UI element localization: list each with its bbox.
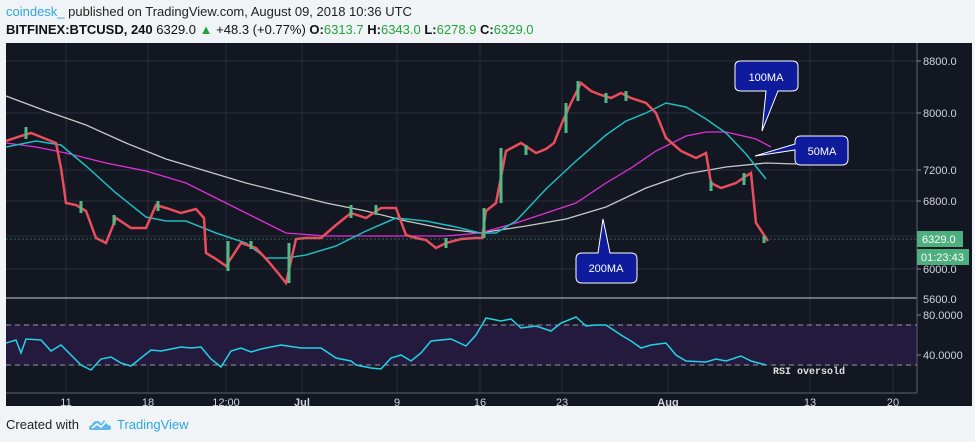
last-price-badge-label: 6329.0 xyxy=(922,234,956,246)
chart-area[interactable]: 100MA 50MA 200MA RSI oversold 8800.0 800… xyxy=(6,43,972,406)
publish-info: published on TradingView.com, August 09,… xyxy=(64,4,412,19)
tradingview-link[interactable]: TradingView xyxy=(116,417,189,432)
chart-svg: 100MA 50MA 200MA RSI oversold 8800.0 800… xyxy=(6,43,969,406)
open-label: O: xyxy=(309,22,324,37)
tradingview-logo-icon xyxy=(88,419,111,430)
time-axis[interactable]: 11 18 12:00 Jul 9 16 23 Aug 13 20 xyxy=(60,397,899,406)
rsi-axis[interactable]: 80.0000 40.0000 xyxy=(917,310,963,362)
time-tick: 23 xyxy=(556,397,568,406)
countdown-badge xyxy=(917,249,969,265)
rsi-band xyxy=(6,325,917,365)
author-link[interactable]: coindesk_ xyxy=(6,4,65,19)
time-tick: Aug xyxy=(657,397,678,406)
time-tick: 20 xyxy=(887,397,899,406)
symbol-line: BITFINEX:BTCUSD, 240 6329.0 ▲ +48.3 (+0.… xyxy=(6,22,534,37)
callout-50ma: 50MA xyxy=(754,135,849,166)
created-with-label: Created with xyxy=(6,417,79,432)
callout-200ma-label: 200MA xyxy=(589,263,625,275)
ma100-line xyxy=(6,131,772,237)
callout-100ma-label: 100MA xyxy=(749,72,785,84)
callout-200ma: 200MA xyxy=(575,218,638,284)
price-tick: 7200.0 xyxy=(923,165,957,177)
countdown-badge-label: 01:23:43 xyxy=(921,252,964,264)
rsi-tick: 40.0000 xyxy=(923,350,963,362)
rsi-tick: 80.0000 xyxy=(923,310,963,322)
change-value: +48.3 (+0.77%) xyxy=(216,22,306,37)
price-tick: 5600.0 xyxy=(923,294,957,306)
rsi-line xyxy=(6,316,767,371)
price-tick: 8800.0 xyxy=(923,56,957,68)
time-tick: 16 xyxy=(474,397,486,406)
time-tick: 12:00 xyxy=(212,397,240,406)
price-tick: 8000.0 xyxy=(923,108,957,120)
callout-50ma-label: 50MA xyxy=(808,146,837,158)
price-tick: 6000.0 xyxy=(923,264,957,276)
price-tick: 6800.0 xyxy=(923,196,957,208)
close-value: 6329.0 xyxy=(493,22,534,37)
callout-100ma: 100MA xyxy=(734,60,799,132)
ma200-line xyxy=(6,95,797,234)
high-label: H: xyxy=(367,22,381,37)
price-path-down xyxy=(6,81,770,286)
arrow-up-icon: ▲ xyxy=(199,22,213,37)
candles xyxy=(6,81,770,286)
ma50-line xyxy=(6,102,767,259)
up-candles xyxy=(24,81,766,283)
time-tick: 9 xyxy=(394,397,400,406)
footer: Created with TradingView xyxy=(6,417,189,432)
last-price-badge xyxy=(917,231,963,247)
low-label: L: xyxy=(424,22,437,37)
time-tick: 11 xyxy=(60,397,71,406)
price-axis[interactable]: 8800.0 8000.0 7200.0 6800.0 6400.0 6000.… xyxy=(917,56,957,306)
time-tick: 13 xyxy=(804,397,816,406)
low-value: 6278.9 xyxy=(436,22,477,37)
time-tick: 18 xyxy=(142,397,154,406)
high-value: 6343.0 xyxy=(380,22,421,37)
symbol-label: BITFINEX:BTCUSD, 240 xyxy=(6,22,153,37)
rsi-oversold-note: RSI oversold xyxy=(773,366,845,378)
last-price: 6329.0 xyxy=(156,22,197,37)
open-value: 6313.7 xyxy=(323,22,364,37)
publish-line: coindesk_ published on TradingView.com, … xyxy=(6,4,412,19)
close-label: C: xyxy=(480,22,494,37)
time-tick: Jul xyxy=(294,397,310,406)
